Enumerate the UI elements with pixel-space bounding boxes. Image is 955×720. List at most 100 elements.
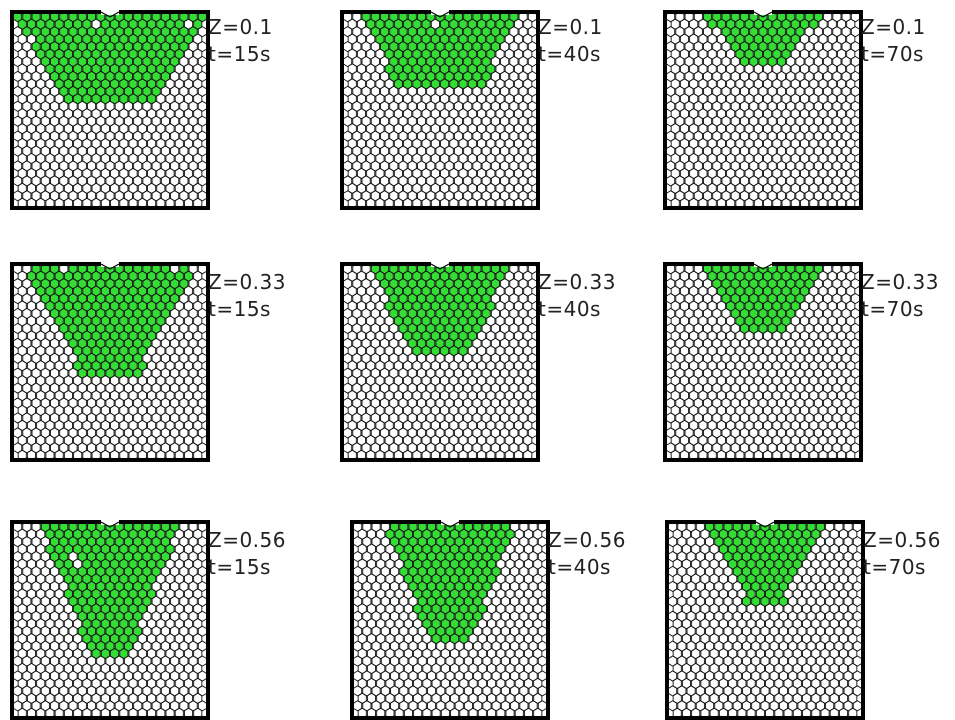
empty-cell bbox=[31, 70, 41, 83]
empty-cell bbox=[193, 78, 203, 90]
empty-cell bbox=[518, 382, 528, 394]
filled-cell bbox=[413, 573, 423, 585]
empty-cell bbox=[679, 167, 690, 180]
filled-cell bbox=[133, 521, 143, 533]
filled-cell bbox=[105, 536, 115, 548]
empty-cell bbox=[77, 670, 87, 682]
filled-cell bbox=[110, 345, 120, 357]
filled-cell bbox=[454, 610, 464, 622]
empty-cell bbox=[59, 160, 69, 172]
empty-cell bbox=[486, 375, 496, 387]
empty-cell bbox=[390, 670, 400, 682]
filled-cell bbox=[468, 618, 478, 630]
empty-cell bbox=[703, 70, 713, 83]
empty-cell bbox=[804, 190, 814, 202]
filled-cell bbox=[412, 18, 422, 30]
filled-cell bbox=[416, 40, 427, 53]
empty-cell bbox=[504, 404, 514, 417]
empty-cell bbox=[458, 137, 468, 150]
empty-cell bbox=[846, 375, 856, 387]
empty-cell bbox=[347, 33, 357, 45]
empty-cell bbox=[741, 685, 752, 697]
empty-cell bbox=[698, 18, 708, 30]
filled-cell bbox=[160, 26, 170, 38]
empty-cell bbox=[686, 580, 696, 593]
empty-cell bbox=[417, 685, 427, 697]
filled-cell bbox=[769, 536, 779, 548]
empty-cell bbox=[183, 543, 194, 555]
filled-cell bbox=[137, 543, 147, 555]
filled-cell bbox=[444, 70, 454, 83]
empty-cell bbox=[528, 685, 538, 697]
empty-cell bbox=[832, 367, 842, 379]
filled-cell bbox=[407, 337, 417, 349]
empty-cell bbox=[700, 618, 710, 630]
empty-cell bbox=[45, 558, 55, 570]
empty-cell bbox=[137, 419, 147, 432]
filled-cell bbox=[119, 360, 129, 372]
empty-cell bbox=[744, 63, 754, 75]
filled-cell bbox=[59, 55, 69, 68]
empty-cell bbox=[68, 700, 78, 712]
empty-cell bbox=[829, 573, 839, 585]
empty-cell bbox=[514, 558, 524, 570]
filled-cell bbox=[105, 580, 115, 593]
filled-cell bbox=[59, 307, 69, 320]
empty-cell bbox=[151, 655, 161, 667]
filled-cell bbox=[790, 18, 800, 30]
filled-cell bbox=[472, 55, 482, 68]
filled-cell bbox=[91, 360, 101, 372]
empty-cell bbox=[500, 70, 510, 83]
filled-cell bbox=[54, 543, 64, 555]
empty-cell bbox=[59, 337, 69, 349]
empty-cell bbox=[698, 375, 708, 387]
filled-cell bbox=[435, 307, 445, 320]
empty-cell bbox=[769, 685, 779, 697]
empty-cell bbox=[17, 48, 27, 60]
empty-cell bbox=[707, 389, 717, 402]
empty-cell bbox=[356, 93, 367, 105]
filled-cell bbox=[440, 270, 450, 282]
filled-cell bbox=[444, 307, 454, 320]
empty-cell bbox=[804, 307, 814, 320]
empty-cell bbox=[357, 692, 367, 704]
filled-cell bbox=[407, 26, 417, 38]
empty-cell bbox=[809, 434, 819, 446]
empty-cell bbox=[528, 521, 538, 533]
empty-cell bbox=[91, 404, 101, 417]
empty-cell bbox=[765, 633, 775, 645]
empty-cell bbox=[670, 270, 680, 282]
empty-cell bbox=[50, 190, 60, 202]
filled-cell bbox=[393, 18, 403, 30]
empty-cell bbox=[356, 108, 367, 120]
empty-cell bbox=[22, 352, 32, 364]
empty-cell bbox=[709, 558, 719, 570]
empty-cell bbox=[50, 685, 60, 697]
filled-cell bbox=[45, 270, 55, 282]
empty-cell bbox=[50, 610, 60, 622]
empty-cell bbox=[523, 63, 533, 75]
empty-cell bbox=[523, 18, 533, 30]
empty-cell bbox=[716, 404, 726, 417]
empty-cell bbox=[786, 145, 796, 157]
empty-cell bbox=[133, 685, 143, 697]
empty-cell bbox=[802, 588, 812, 600]
empty-cell bbox=[490, 130, 500, 142]
empty-cell bbox=[394, 558, 404, 570]
empty-cell bbox=[26, 662, 37, 675]
empty-cell bbox=[714, 640, 724, 652]
empty-cell bbox=[165, 677, 175, 690]
filled-cell bbox=[413, 528, 423, 540]
filled-cell bbox=[440, 573, 450, 585]
empty-cell bbox=[403, 152, 413, 165]
empty-cell bbox=[45, 389, 55, 402]
filled-cell bbox=[758, 278, 768, 290]
empty-cell bbox=[744, 167, 754, 180]
empty-cell bbox=[440, 152, 450, 165]
filled-cell bbox=[123, 625, 134, 637]
filled-cell bbox=[114, 55, 124, 68]
filled-cell bbox=[86, 625, 97, 637]
empty-cell bbox=[786, 175, 796, 187]
filled-cell bbox=[463, 625, 474, 637]
empty-cell bbox=[91, 389, 101, 402]
